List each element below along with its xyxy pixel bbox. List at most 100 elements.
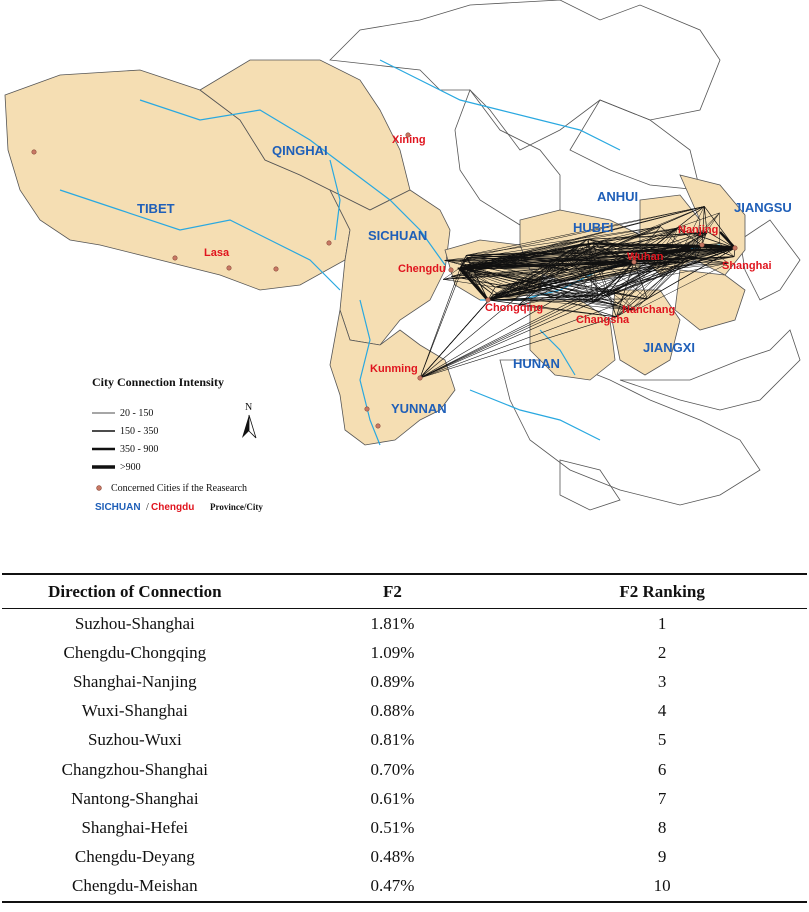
connection-line bbox=[495, 244, 703, 288]
connection-lines bbox=[419, 206, 736, 379]
cell-f2: 0.81% bbox=[370, 730, 415, 750]
connection-line bbox=[596, 244, 703, 247]
cell-rank: 4 bbox=[657, 701, 667, 721]
connection-line bbox=[463, 239, 587, 266]
connection-line bbox=[681, 244, 703, 263]
legend-sample-province: SICHUAN bbox=[95, 502, 141, 513]
connection-line bbox=[444, 257, 467, 261]
connection-line bbox=[574, 244, 703, 266]
city-label-shanghai: Shanghai bbox=[722, 260, 772, 272]
cell-rank: 10 bbox=[653, 876, 671, 896]
province-label-jiangsu: JIANGSU bbox=[734, 200, 792, 215]
cell-f2: 0.48% bbox=[370, 847, 415, 867]
table-row: Suzhou-Shanghai 1.81% 1 bbox=[2, 609, 807, 639]
city-point bbox=[405, 132, 411, 138]
connection-line bbox=[586, 226, 661, 240]
province-label-hunan: HUNAN bbox=[513, 356, 560, 371]
connection-line bbox=[669, 228, 678, 253]
cell-rank: 7 bbox=[657, 788, 667, 808]
connection-line bbox=[466, 247, 736, 259]
yunnan-region bbox=[329, 309, 456, 446]
cell-direction: Suzhou-Shanghai bbox=[74, 613, 195, 633]
connection-line bbox=[419, 304, 617, 379]
connection-line bbox=[487, 298, 648, 301]
connection-line bbox=[466, 206, 705, 258]
connection-line bbox=[419, 316, 617, 379]
legend-sample-separator: / bbox=[146, 502, 149, 513]
table-row: Wuxi-Shanghai 0.88% 4 bbox=[2, 697, 807, 726]
cell-direction: Suzhou-Wuxi bbox=[87, 730, 182, 750]
legend-class-4: >900 bbox=[120, 462, 141, 473]
sichuan-region bbox=[329, 189, 451, 346]
connection-line bbox=[443, 262, 682, 280]
cell-direction: Chengdu-Chongqing bbox=[63, 642, 207, 662]
svg-text:N: N bbox=[245, 402, 252, 413]
connection-line bbox=[677, 228, 736, 249]
province-label-hubei: HUBEI bbox=[573, 220, 613, 235]
connection-ranking-table: Direction of Connection F2 F2 Ranking Su… bbox=[2, 573, 807, 903]
connection-line bbox=[605, 261, 635, 297]
cell-f2: 0.70% bbox=[370, 759, 415, 779]
cell-rank: 6 bbox=[657, 759, 667, 779]
connection-line bbox=[463, 244, 703, 266]
connection-line bbox=[635, 262, 729, 311]
connection-line bbox=[502, 247, 736, 298]
city-point bbox=[273, 266, 279, 272]
province-label-qinghai: QINGHAI bbox=[272, 143, 328, 158]
city-point bbox=[31, 149, 37, 155]
city-point bbox=[732, 245, 738, 251]
city-label-nanjing: Nanjing bbox=[678, 224, 718, 236]
cell-rank: 8 bbox=[657, 817, 667, 837]
connection-line bbox=[647, 244, 703, 300]
cell-f2: 0.89% bbox=[370, 671, 415, 691]
cell-direction: Nantong-Shanghai bbox=[71, 788, 199, 808]
cell-f2: 0.88% bbox=[370, 701, 415, 721]
legend-point-icon bbox=[96, 485, 102, 491]
legend-class-3: 350 - 900 bbox=[120, 444, 158, 455]
cell-rank: 1 bbox=[657, 613, 667, 633]
connection-line bbox=[487, 295, 606, 301]
connection-line bbox=[719, 231, 736, 249]
legend-sample-city: Chengdu bbox=[151, 502, 194, 513]
cell-direction: Chengdu-Meishan bbox=[72, 876, 198, 896]
cell-direction: Wuxi-Shanghai bbox=[81, 701, 188, 721]
city-label-wuhan: Wuhan bbox=[627, 251, 664, 263]
city-label-xining: Xining bbox=[392, 134, 426, 146]
cell-rank: 5 bbox=[657, 730, 667, 750]
city-point bbox=[172, 255, 178, 261]
legend-point-label: Concerned Cities if the Reasearch bbox=[111, 483, 247, 494]
connection-line bbox=[419, 265, 464, 379]
city-point bbox=[375, 423, 381, 429]
table-row: Shanghai-Nanjing 0.89% 3 bbox=[2, 667, 807, 696]
province-label-anhui: ANHUI bbox=[597, 189, 638, 204]
connection-line bbox=[466, 247, 736, 256]
cell-f2: 1.09% bbox=[370, 642, 415, 662]
legend-title: City Connection Intensity bbox=[92, 375, 224, 389]
connection-line bbox=[419, 228, 678, 379]
connection-line bbox=[493, 247, 736, 296]
connection-line bbox=[487, 299, 593, 303]
connection-line bbox=[487, 299, 617, 318]
connection-line bbox=[502, 244, 703, 298]
city-label-changsha: Changsha bbox=[576, 314, 630, 326]
connection-line bbox=[459, 267, 503, 298]
connection-line bbox=[466, 244, 703, 259]
connection-line bbox=[451, 276, 636, 311]
connection-line bbox=[598, 244, 703, 296]
connection-line bbox=[581, 243, 703, 246]
connection-line bbox=[466, 226, 661, 256]
table-row: Changzhou-Shanghai 0.70% 6 bbox=[2, 755, 807, 784]
city-label-lasa: Lasa bbox=[204, 247, 230, 259]
connection-line bbox=[487, 243, 582, 301]
connection-line bbox=[616, 247, 736, 318]
city-point bbox=[631, 259, 637, 265]
city-point bbox=[417, 375, 423, 381]
table-row: Chengdu-Deyang 0.48% 9 bbox=[2, 843, 807, 872]
connection-line bbox=[704, 206, 708, 234]
table-row: Chengdu-Meishan 0.47% 10 bbox=[2, 872, 807, 902]
connection-line bbox=[600, 226, 686, 242]
connection-line bbox=[419, 295, 599, 379]
connection-line bbox=[669, 244, 703, 253]
connection-line bbox=[616, 228, 678, 317]
city-point bbox=[326, 240, 332, 246]
